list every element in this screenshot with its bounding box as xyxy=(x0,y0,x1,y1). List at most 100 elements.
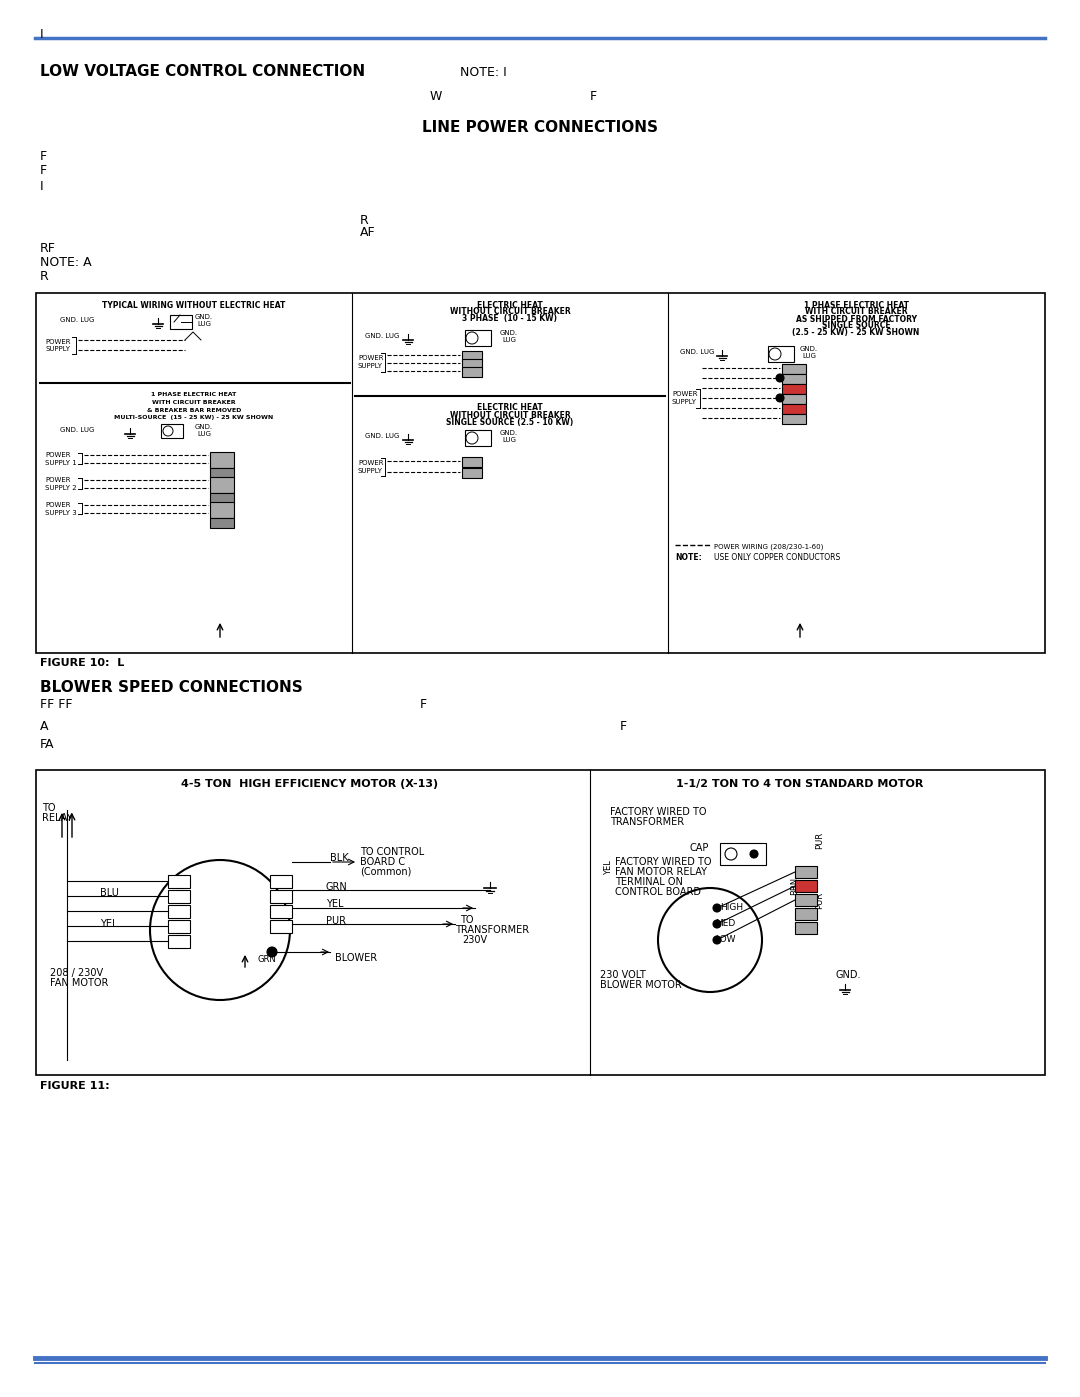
Text: N: N xyxy=(274,926,280,932)
Text: TO CONTROL: TO CONTROL xyxy=(360,847,424,856)
Bar xyxy=(782,394,806,404)
Text: NOTE:: NOTE: xyxy=(675,552,702,562)
Circle shape xyxy=(713,904,721,912)
Text: W: W xyxy=(430,89,443,102)
Text: PUR: PUR xyxy=(326,916,346,926)
Text: PUR: PUR xyxy=(815,831,824,848)
Text: R: R xyxy=(40,270,49,282)
Text: GND. LUG: GND. LUG xyxy=(365,332,400,339)
Text: YEL: YEL xyxy=(604,861,613,876)
Text: SUPPLY 3: SUPPLY 3 xyxy=(45,510,77,515)
Text: 4-5 TON  HIGH EFFICIENCY MOTOR (X-13): 4-5 TON HIGH EFFICIENCY MOTOR (X-13) xyxy=(181,780,438,789)
Text: C: C xyxy=(274,882,279,887)
Bar xyxy=(270,875,292,888)
Text: LOW: LOW xyxy=(715,936,735,944)
Text: BRN: BRN xyxy=(789,877,799,895)
Text: LINE POWER CONNECTIONS: LINE POWER CONNECTIONS xyxy=(422,120,658,136)
Bar xyxy=(270,905,292,918)
Text: BLOWER SPEED CONNECTIONS: BLOWER SPEED CONNECTIONS xyxy=(40,680,302,696)
Bar xyxy=(168,905,190,918)
Text: GND.: GND. xyxy=(800,346,819,352)
Text: FA: FA xyxy=(40,739,54,752)
Text: PUR: PUR xyxy=(815,891,824,908)
Text: BLK: BLK xyxy=(330,854,349,863)
Bar xyxy=(795,880,816,893)
Text: ELECTRIC HEAT: ELECTRIC HEAT xyxy=(477,404,543,412)
Text: SUPPLY: SUPPLY xyxy=(357,363,383,369)
Text: POWER: POWER xyxy=(45,453,70,458)
Text: 4: 4 xyxy=(172,926,176,932)
Text: NOTE: A: NOTE: A xyxy=(40,256,92,268)
Text: 1 PHASE ELECTRIC HEAT: 1 PHASE ELECTRIC HEAT xyxy=(804,300,908,310)
Text: CAP: CAP xyxy=(690,842,710,854)
Text: (Common): (Common) xyxy=(360,868,411,877)
Text: TO: TO xyxy=(460,915,473,925)
Text: I: I xyxy=(40,180,43,194)
Text: ELECTRIC HEAT: ELECTRIC HEAT xyxy=(477,300,543,310)
Text: POWER: POWER xyxy=(357,460,383,467)
Bar xyxy=(782,374,806,384)
Bar xyxy=(782,404,806,414)
Bar xyxy=(168,890,190,902)
Text: WITHOUT CIRCUIT BREAKER: WITHOUT CIRCUIT BREAKER xyxy=(449,307,570,317)
Text: GND.: GND. xyxy=(835,970,861,981)
Text: F: F xyxy=(590,89,597,102)
Text: LUG: LUG xyxy=(502,337,516,344)
Bar xyxy=(36,293,1045,652)
Text: WITH CIRCUIT BREAKER: WITH CIRCUIT BREAKER xyxy=(805,307,907,317)
Bar xyxy=(161,425,183,439)
Circle shape xyxy=(713,936,721,944)
Text: FIGURE 11:: FIGURE 11: xyxy=(40,1081,110,1091)
Text: SUPPLY 2: SUPPLY 2 xyxy=(45,485,77,490)
Circle shape xyxy=(713,921,721,928)
Bar xyxy=(462,457,482,467)
Text: WITH CIRCUIT BREAKER: WITH CIRCUIT BREAKER xyxy=(152,400,235,405)
Text: GND. LUG: GND. LUG xyxy=(365,433,400,439)
Text: MED: MED xyxy=(715,919,735,929)
Text: BLU: BLU xyxy=(100,888,119,898)
Text: I: I xyxy=(40,28,43,41)
Text: POWER WIRING (208/230-1-60): POWER WIRING (208/230-1-60) xyxy=(714,543,823,550)
Text: SUPPLY: SUPPLY xyxy=(357,468,383,474)
Text: BOARD C: BOARD C xyxy=(360,856,405,868)
Text: 208 / 230V: 208 / 230V xyxy=(50,968,103,978)
Bar xyxy=(210,493,234,503)
Bar xyxy=(782,384,806,394)
Text: POWER: POWER xyxy=(672,391,698,397)
Bar xyxy=(168,921,190,933)
Text: 1 PHASE ELECTRIC HEAT: 1 PHASE ELECTRIC HEAT xyxy=(151,391,237,397)
Bar xyxy=(720,842,766,865)
Text: LOW VOLTAGE CONTROL CONNECTION: LOW VOLTAGE CONTROL CONNECTION xyxy=(40,64,365,80)
Circle shape xyxy=(267,947,276,957)
Bar xyxy=(782,414,806,425)
Text: LUG: LUG xyxy=(197,432,211,437)
Text: GND.: GND. xyxy=(500,330,518,337)
Text: (2.5 - 25 KW) - 25 KW SHOWN: (2.5 - 25 KW) - 25 KW SHOWN xyxy=(793,328,920,338)
Bar xyxy=(462,367,482,377)
Text: AS SHIPPED FROM FACTORY: AS SHIPPED FROM FACTORY xyxy=(796,314,917,324)
Text: YEL: YEL xyxy=(326,900,343,909)
Text: F: F xyxy=(40,163,48,176)
Bar xyxy=(465,330,491,346)
Text: F: F xyxy=(40,149,48,162)
Text: 230V: 230V xyxy=(462,935,487,944)
Text: YEL: YEL xyxy=(100,919,118,929)
Text: F: F xyxy=(620,719,627,732)
Text: FF FF: FF FF xyxy=(40,697,72,711)
Text: BLOWER MOTOR: BLOWER MOTOR xyxy=(600,981,681,990)
Bar xyxy=(210,453,234,468)
Text: SUPPLY: SUPPLY xyxy=(672,400,697,405)
Text: POWER: POWER xyxy=(45,339,70,345)
Text: 230 VOLT: 230 VOLT xyxy=(600,970,646,981)
Text: BLOWER: BLOWER xyxy=(335,953,377,963)
Text: 3 PHASE  (10 - 15 KW): 3 PHASE (10 - 15 KW) xyxy=(462,314,557,324)
Text: MULTI-SOURCE  (15 - 25 KW) - 25 KW SHOWN: MULTI-SOURCE (15 - 25 KW) - 25 KW SHOWN xyxy=(114,415,273,420)
Bar xyxy=(210,502,234,518)
Text: TERMINAL ON: TERMINAL ON xyxy=(615,877,683,887)
Bar xyxy=(210,518,234,528)
Bar xyxy=(462,468,482,478)
Bar xyxy=(168,935,190,949)
Text: GND.: GND. xyxy=(500,430,518,436)
Text: GRN: GRN xyxy=(258,956,276,964)
Text: SINGLE SOURCE: SINGLE SOURCE xyxy=(822,321,890,331)
